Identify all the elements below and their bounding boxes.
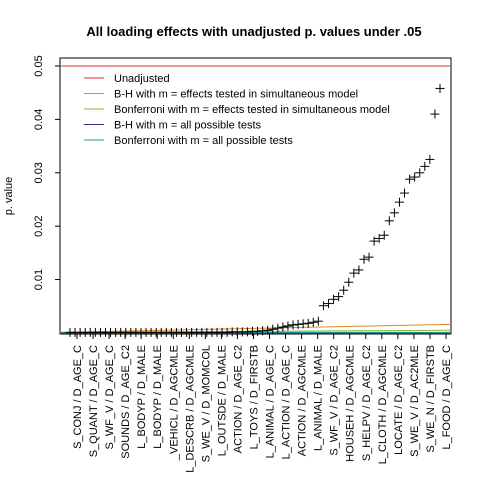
data-point: [314, 317, 323, 326]
data-point: [405, 175, 414, 184]
data-point: [425, 155, 434, 164]
data-point: [430, 110, 439, 119]
data-point: [415, 168, 424, 177]
x-tick-label: S_WE_N / D_FIRSTB: [425, 345, 437, 453]
x-tick-label: LOCATE / D_AGE_C2: [393, 345, 405, 455]
data-point: [283, 321, 292, 330]
data-point: [420, 162, 429, 171]
x-tick-label: L_DESCRB / D_AGCMLE: [184, 345, 196, 473]
x-tick-label: S_CONJ / D_AGE_C: [72, 345, 84, 449]
data-point: [309, 318, 318, 327]
legend: Unadjusted B-H with m = effects tested in…: [84, 73, 390, 147]
chart-title: All loading effects with unadjusted p. v…: [86, 24, 421, 39]
data-point: [410, 173, 419, 182]
x-axis: S_CONJ / D_AGE_C S_QUANT / D_AGE_C S_WF_V …: [72, 334, 453, 473]
data-point: [359, 255, 368, 264]
y-tick-label: 0.02: [33, 215, 45, 236]
x-tick-label: L_TOYS / D_FIRSTB: [248, 345, 260, 449]
x-tick-label: L_BODYP / D_MALE: [152, 345, 164, 449]
legend-entry: B-H with m = all possible tests: [114, 120, 262, 132]
y-tick-label: 0.05: [33, 55, 45, 76]
x-tick-label: L_FOOD / D_AGE_C: [441, 345, 453, 450]
x-tick-label: L_ACTION / D_AGE_C: [281, 345, 293, 459]
x-tick-label: SOUNDS / D_AGE_C2: [120, 345, 132, 459]
x-tick-label: ACTION / D_AGE_C2: [232, 345, 244, 453]
legend-entry: Bonferroni with m = all possible tests: [114, 135, 293, 147]
y-tick-label: 0.03: [33, 162, 45, 183]
x-tick-label: S_QUANT / D_AGE_C: [88, 345, 100, 457]
data-point: [365, 253, 374, 262]
data-point: [319, 301, 328, 310]
x-tick-label: S_WF_V / D_AGE_C2: [329, 345, 341, 456]
x-tick-label: HOUSEH / D_AGCMLE: [345, 345, 357, 462]
x-tick-label: S_WE_V / D_AC2MLE: [409, 345, 421, 457]
y-tick-label: 0.01: [33, 269, 45, 290]
y-axis: 0.01 0.02 0.03 0.04 0.05: [33, 55, 60, 290]
data-point: [324, 299, 333, 308]
x-tick-label: S_WE_V / D_MOMCOL: [200, 345, 212, 462]
x-tick-label: L_BODYP / D_MALE: [136, 345, 148, 449]
y-tick-label: 0.04: [33, 109, 45, 130]
y-axis-label: p. value: [3, 177, 15, 216]
x-tick-label: ACTION / D_AGCMLE: [297, 345, 309, 456]
x-tick-label: L_CLOTH / D_AGCMLE: [377, 345, 389, 464]
data-point: [278, 323, 287, 332]
data-point: [400, 189, 409, 198]
x-tick-label: _VEHICL / D_AGCMLE: [168, 345, 180, 461]
legend-entry: Unadjusted: [114, 73, 170, 85]
data-point: [339, 286, 348, 295]
x-tick-label: S_HELPV / D_AGE_C2: [361, 345, 373, 461]
legend-entry: B-H with m = effects tested in simultane…: [114, 89, 358, 101]
data-point: [395, 198, 404, 207]
x-tick-label: L_ANIMAL / D_MALE: [313, 345, 325, 451]
data-point: [304, 319, 313, 328]
x-tick-label: L_ANIMAL / D_AGE_C: [265, 345, 277, 458]
data-point: [385, 216, 394, 225]
data-point: [344, 278, 353, 287]
legend-entry: Bonferroni with m = effects tested in si…: [114, 104, 390, 116]
x-tick-label: L_OUTSDE / D_MALE: [216, 345, 228, 456]
data-point: [390, 208, 399, 217]
data-point: [436, 84, 445, 93]
x-tick-label: S_WF_V / D_AGE_C: [104, 345, 116, 450]
